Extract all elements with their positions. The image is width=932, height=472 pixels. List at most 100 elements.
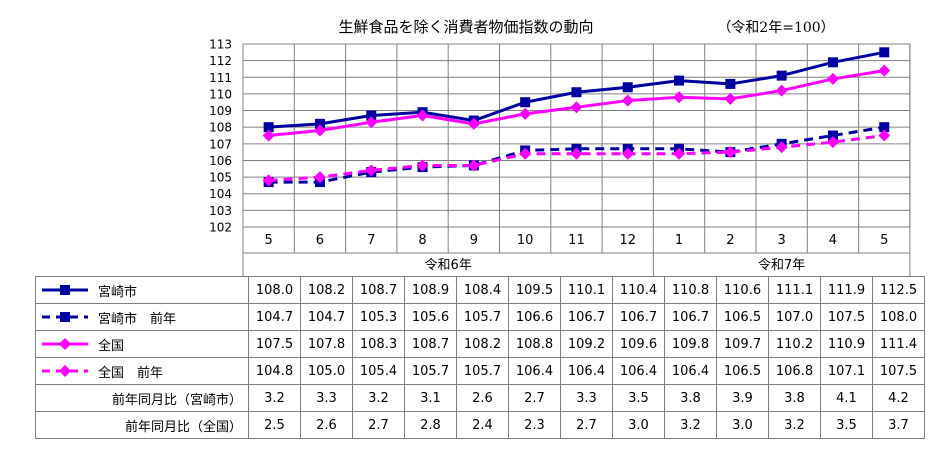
- value-cell: 109.6: [612, 330, 665, 358]
- data-point: [365, 116, 378, 129]
- series-2: [262, 64, 891, 142]
- month-label: 2: [726, 233, 734, 248]
- value-cell: 2.3: [508, 411, 561, 439]
- month-label: 3: [778, 233, 786, 248]
- y-tick-label: 113: [209, 38, 232, 52]
- value-cell: 105.7: [404, 357, 457, 385]
- year-label: 令和6年: [425, 258, 472, 273]
- value-cell: 104.7: [300, 303, 353, 331]
- value-cell: 3.3: [300, 384, 353, 412]
- data-point: [571, 87, 582, 98]
- value-cell: 112.5: [872, 276, 925, 304]
- month-label: 1: [675, 233, 683, 248]
- value-cell: 107.1: [820, 357, 873, 385]
- data-point: [724, 92, 737, 105]
- row-label-cell: 宮崎市: [35, 276, 249, 304]
- value-cell: 104.7: [248, 303, 301, 331]
- year-label: 令和7年: [758, 258, 805, 273]
- legend-marker: [60, 312, 70, 322]
- y-tick-label: 108: [209, 121, 232, 135]
- chart-series: [262, 47, 891, 188]
- data-point: [879, 47, 890, 58]
- value-cell: 110.1: [560, 276, 613, 304]
- value-cell: 110.9: [820, 330, 873, 358]
- value-cell: 106.4: [560, 357, 613, 385]
- data-point: [621, 94, 634, 107]
- data-point: [673, 147, 686, 160]
- data-point: [416, 159, 429, 172]
- data-point: [827, 57, 838, 68]
- row-label-cell: 全国: [35, 330, 249, 358]
- value-cell: 3.8: [664, 384, 717, 412]
- value-cell: 2.8: [404, 411, 457, 439]
- value-cell: 106.4: [508, 357, 561, 385]
- value-cell: 105.0: [300, 357, 353, 385]
- value-cell: 108.7: [404, 330, 457, 358]
- data-point: [262, 129, 275, 142]
- data-point: [262, 174, 275, 187]
- value-cell: 111.1: [768, 276, 821, 304]
- value-cell: 4.2: [872, 384, 925, 412]
- value-cell: 107.5: [872, 357, 925, 385]
- series-0: [263, 47, 890, 133]
- value-cell: 4.1: [820, 384, 873, 412]
- value-cell: 110.4: [612, 276, 665, 304]
- series-label: 宮崎市 前年: [98, 311, 177, 327]
- value-cell: 105.7: [456, 357, 509, 385]
- y-tick-label: 105: [209, 171, 232, 185]
- data-point: [621, 147, 634, 160]
- value-cell: 3.2: [352, 384, 405, 412]
- data-point: [725, 78, 736, 89]
- value-cell: 106.4: [664, 357, 717, 385]
- table-row: 宮崎市 108.0 108.2 108.7 108.9 108.4 109.5 110.1 11…: [35, 276, 925, 304]
- value-cell: 3.0: [716, 411, 769, 439]
- value-cell: 108.8: [508, 330, 561, 358]
- legend-marker: [59, 365, 71, 377]
- legend-key: [42, 312, 88, 322]
- y-axis-ticks: 102 103 104 105 106 107 108 109 110 111 112 113: [209, 38, 232, 235]
- value-cell: 2.6: [456, 384, 509, 412]
- data-point: [775, 84, 788, 97]
- month-label: 5: [265, 233, 273, 248]
- value-cell: 108.9: [404, 276, 457, 304]
- value-cell: 107.8: [300, 330, 353, 358]
- value-cell: 105.4: [352, 357, 405, 385]
- value-cell: 105.6: [404, 303, 457, 331]
- month-label: 9: [470, 233, 478, 248]
- value-cell: 106.6: [508, 303, 561, 331]
- value-cell: 3.1: [404, 384, 457, 412]
- table-row: 前年同月比（宮崎市） 3.2 3.3 3.2 3.1 2.6 2.7 3.3 3.5 3.8 3.9…: [35, 384, 925, 412]
- chart-subtitle: （令和2年=100）: [717, 20, 834, 36]
- data-point: [879, 122, 890, 133]
- data-point: [314, 118, 325, 129]
- plot-frame: [242, 43, 911, 228]
- data-point: [878, 64, 891, 77]
- data-point: [826, 136, 839, 149]
- month-label: 4: [829, 233, 837, 248]
- series-label: 全国 前年: [98, 365, 164, 381]
- value-cell: 106.8: [768, 357, 821, 385]
- data-point: [520, 97, 531, 108]
- value-cell: 104.8: [248, 357, 301, 385]
- data-table: 宮崎市 108.0 108.2 108.7 108.9 108.4 109.5 110.1 11…: [35, 276, 925, 439]
- value-cell: 110.8: [664, 276, 717, 304]
- legend-marker: [60, 285, 70, 295]
- value-cell: 109.8: [664, 330, 717, 358]
- data-point: [570, 147, 583, 160]
- y-tick-label: 109: [209, 104, 232, 118]
- y-tick-label: 111: [209, 71, 232, 85]
- value-cell: 2.7: [352, 411, 405, 439]
- value-cell: 108.4: [456, 276, 509, 304]
- table-row: 全国 107.5 107.8 108.3 108.7 108.2 108.8 109.2 109…: [35, 330, 925, 358]
- y-tick-label: 104: [209, 187, 232, 201]
- value-cell: 3.5: [612, 384, 665, 412]
- value-cell: 106.7: [612, 303, 665, 331]
- value-cell: 2.4: [456, 411, 509, 439]
- row-label-cell: 全国 前年: [35, 357, 249, 385]
- value-cell: 3.3: [560, 384, 613, 412]
- value-cell: 108.2: [300, 276, 353, 304]
- series-label: 全国: [98, 338, 125, 354]
- data-point: [622, 82, 633, 93]
- value-cell: 3.2: [768, 411, 821, 439]
